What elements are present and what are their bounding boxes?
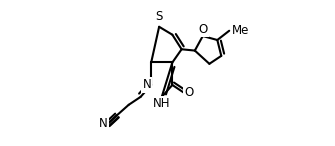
Text: NH: NH	[153, 97, 171, 110]
Text: S: S	[155, 10, 163, 23]
Text: N: N	[99, 118, 108, 131]
Text: O: O	[184, 86, 194, 99]
Text: O: O	[198, 23, 207, 36]
Text: Me: Me	[232, 24, 249, 37]
Text: N: N	[142, 78, 151, 92]
